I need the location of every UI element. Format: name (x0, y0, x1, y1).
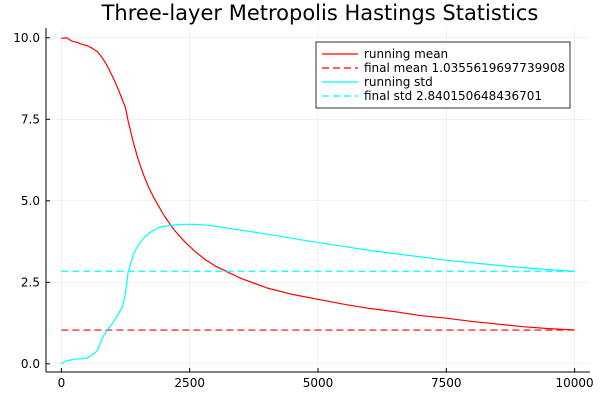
x-tick-label: 10000 (556, 376, 594, 390)
axes: 0 2500 5000 7500 10000 0.0 2.5 5.0 7.5 10.0 (13, 28, 594, 390)
legend-label-0: running mean (364, 47, 448, 61)
y-tick-label: 0.0 (21, 357, 40, 371)
legend-label-1: final mean 1.0355619697739908 (364, 61, 565, 75)
legend-label-3: final std 2.840150648436701 (364, 89, 542, 103)
legend-label-2: running std (364, 75, 433, 89)
y-tick-label: 5.0 (21, 194, 40, 208)
legend-box (315, 41, 571, 109)
x-tick-label: 5000 (303, 376, 334, 390)
y-tick-label: 10.0 (13, 31, 40, 45)
chart-title: Three-layer Metropolis Hastings Statisti… (101, 1, 539, 25)
x-tick-label: 2500 (174, 376, 205, 390)
plot-series (61, 37, 575, 365)
x-tick-label: 0 (58, 376, 66, 390)
series-line-0 (61, 37, 575, 331)
series-line-2 (61, 223, 575, 365)
y-tick-label: 7.5 (21, 112, 40, 126)
x-tick-label: 7500 (431, 376, 462, 390)
y-tick-label: 2.5 (21, 275, 40, 289)
